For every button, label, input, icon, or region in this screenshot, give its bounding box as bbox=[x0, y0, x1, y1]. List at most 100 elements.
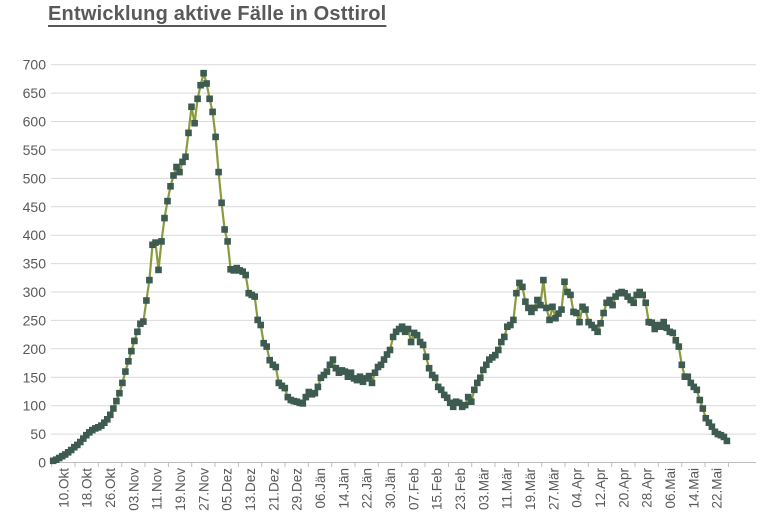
data-point-marker bbox=[215, 168, 222, 176]
y-tick-label: 100 bbox=[23, 398, 47, 414]
data-point-marker bbox=[152, 239, 159, 246]
y-tick-label: 350 bbox=[23, 256, 47, 272]
y-tick-label: 250 bbox=[23, 312, 47, 328]
x-tick-label: 26.Okt bbox=[103, 468, 118, 508]
data-point-marker bbox=[146, 276, 153, 284]
data-point-marker bbox=[573, 309, 580, 317]
data-point-marker bbox=[516, 279, 523, 287]
x-tick-label: 06.Mai bbox=[663, 468, 678, 509]
data-point-marker bbox=[449, 403, 457, 411]
data-point-marker bbox=[621, 289, 628, 297]
y-tick-label: 0 bbox=[38, 455, 46, 471]
x-tick-label: 28.Apr bbox=[640, 468, 655, 508]
data-point-marker bbox=[131, 337, 138, 345]
data-point-marker bbox=[612, 293, 619, 300]
data-point-marker bbox=[464, 393, 472, 401]
data-point-marker bbox=[254, 316, 261, 324]
data-point-marker bbox=[663, 324, 670, 332]
data-point-marker bbox=[594, 328, 601, 336]
data-point-marker bbox=[176, 168, 183, 176]
data-point-marker bbox=[657, 323, 664, 330]
data-point-marker bbox=[534, 296, 541, 304]
y-tick-label: 50 bbox=[30, 426, 46, 442]
data-point-marker bbox=[624, 293, 631, 300]
data-point-marker bbox=[425, 364, 433, 372]
chart-title: Entwicklung aktive Fälle in Osttirol bbox=[48, 3, 387, 25]
x-axis bbox=[51, 462, 756, 467]
data-point-marker bbox=[389, 333, 397, 341]
data-point-marker bbox=[371, 369, 379, 376]
y-tick-label: 650 bbox=[23, 85, 47, 101]
data-point-marker bbox=[630, 299, 637, 307]
data-point-marker bbox=[203, 80, 210, 87]
data-point-marker bbox=[461, 401, 469, 409]
data-point-marker bbox=[567, 291, 574, 299]
data-point-marker bbox=[669, 329, 677, 337]
y-tick-label: 400 bbox=[23, 227, 47, 243]
data-point-marker bbox=[377, 361, 385, 369]
data-point-marker bbox=[182, 153, 189, 161]
x-tick-label: 03.Mär bbox=[476, 468, 491, 511]
data-point-marker bbox=[140, 318, 147, 325]
data-point-marker bbox=[720, 433, 728, 441]
data-point-marker bbox=[609, 301, 616, 309]
data-point-marker bbox=[437, 386, 445, 394]
data-point-marker bbox=[422, 353, 430, 361]
data-point-marker bbox=[606, 296, 613, 304]
data-point-marker bbox=[672, 337, 680, 344]
x-tick-label: 27.Nov bbox=[196, 468, 211, 511]
data-point-marker bbox=[543, 304, 550, 312]
data-point-marker bbox=[480, 366, 487, 374]
data-point-marker bbox=[302, 393, 310, 401]
data-point-marker bbox=[104, 416, 111, 423]
data-point-marker bbox=[242, 271, 249, 279]
data-point-marker bbox=[194, 95, 201, 103]
data-point-marker bbox=[341, 368, 349, 375]
data-point-marker bbox=[356, 373, 364, 380]
x-tick-label: 10.Okt bbox=[56, 468, 71, 508]
y-tick-label: 150 bbox=[23, 369, 47, 385]
data-point-marker bbox=[510, 316, 517, 324]
data-point-marker bbox=[419, 341, 427, 349]
data-point-marker bbox=[113, 397, 120, 405]
data-point-marker bbox=[332, 364, 340, 372]
data-point-marker bbox=[431, 374, 439, 382]
data-point-marker bbox=[678, 361, 686, 369]
data-point-marker bbox=[329, 356, 337, 363]
data-point-marker bbox=[347, 369, 355, 376]
x-tick-label: 04.Apr bbox=[570, 468, 585, 508]
data-point-marker bbox=[552, 314, 559, 322]
data-point-marker bbox=[455, 399, 463, 407]
data-point-marker bbox=[651, 325, 658, 333]
data-point-marker bbox=[519, 283, 526, 291]
data-point-marker bbox=[188, 103, 195, 111]
data-point-marker bbox=[522, 298, 529, 305]
data-point-marker bbox=[344, 373, 352, 380]
data-point-marker bbox=[555, 310, 562, 317]
x-tick-label: 05.Dez bbox=[220, 468, 235, 511]
data-point-marker bbox=[723, 437, 731, 445]
x-tick-label: 13.Dez bbox=[243, 468, 258, 511]
x-tick-label: 21.Dez bbox=[266, 468, 281, 511]
data-point-marker bbox=[495, 346, 502, 354]
data-point-marker bbox=[200, 69, 207, 77]
data-point-marker bbox=[239, 268, 246, 275]
data-markers bbox=[49, 69, 731, 465]
x-tick-label: 19.Nov bbox=[173, 468, 188, 511]
x-tick-label: 22.Mai bbox=[710, 468, 725, 509]
data-point-marker bbox=[320, 371, 328, 379]
data-point-marker bbox=[206, 95, 213, 103]
data-point-marker bbox=[134, 328, 141, 336]
data-point-marker bbox=[675, 343, 683, 350]
data-point-marker bbox=[251, 293, 258, 300]
data-point-marker bbox=[477, 374, 484, 382]
data-point-marker bbox=[558, 306, 565, 313]
data-point-marker bbox=[281, 384, 289, 392]
data-point-marker bbox=[365, 372, 373, 380]
data-point-marker bbox=[170, 172, 177, 179]
data-point-marker bbox=[386, 346, 394, 354]
data-point-marker bbox=[119, 379, 126, 387]
y-tick-label: 300 bbox=[23, 284, 47, 300]
data-point-marker bbox=[122, 368, 129, 375]
